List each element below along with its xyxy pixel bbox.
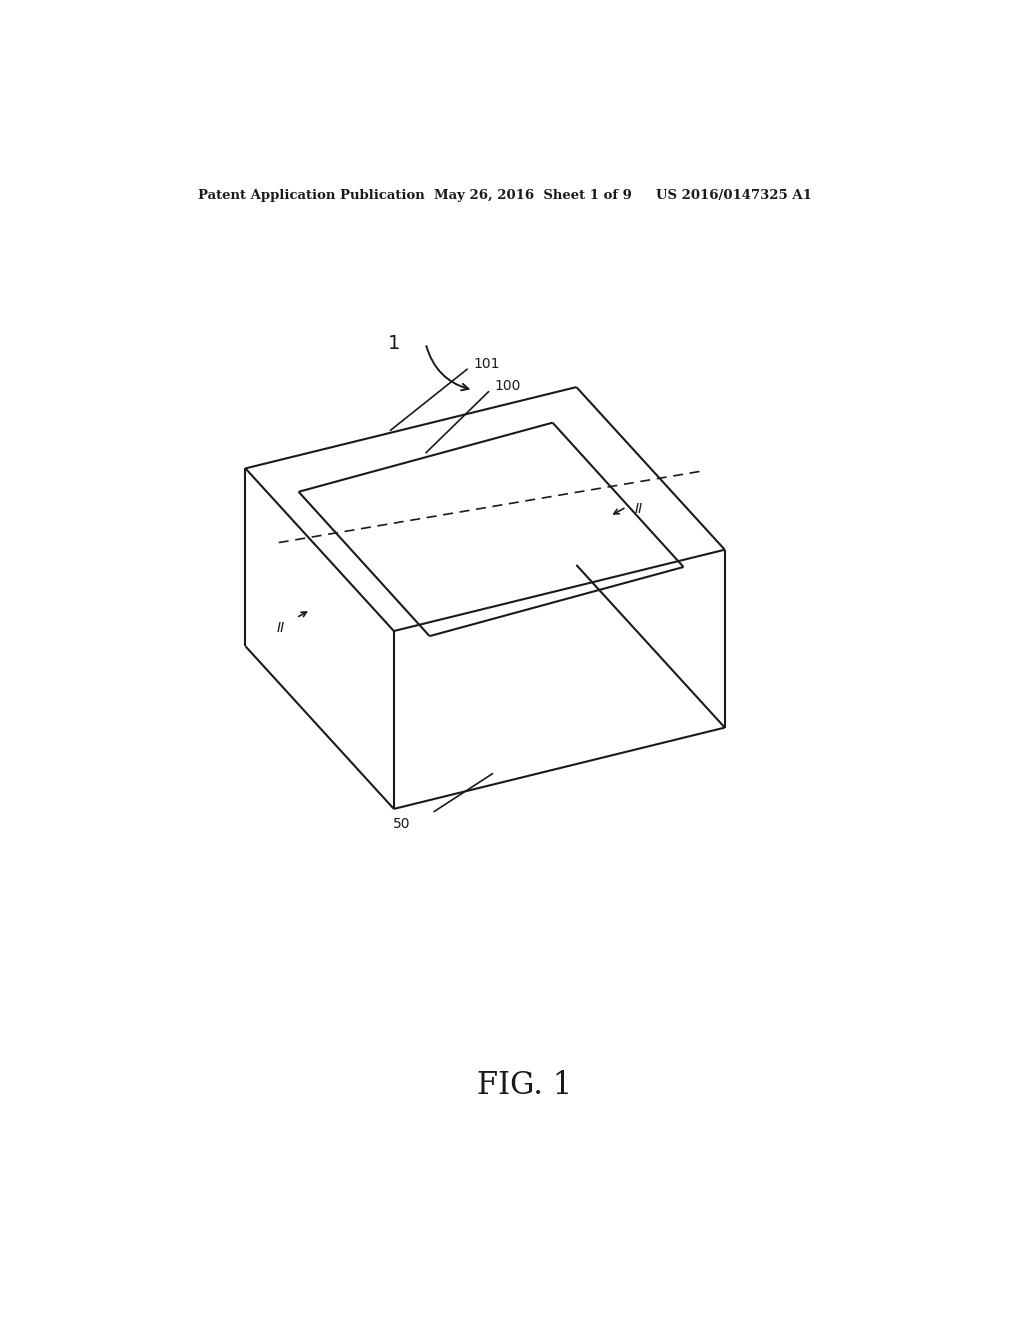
Text: Patent Application Publication: Patent Application Publication: [198, 189, 425, 202]
Text: 101: 101: [473, 356, 500, 371]
Text: FIG. 1: FIG. 1: [477, 1069, 572, 1101]
Text: 50: 50: [393, 817, 411, 832]
Text: 1: 1: [388, 334, 400, 352]
Text: II: II: [634, 502, 643, 516]
Text: May 26, 2016  Sheet 1 of 9: May 26, 2016 Sheet 1 of 9: [433, 189, 632, 202]
Text: 100: 100: [495, 379, 521, 393]
Text: II: II: [276, 620, 285, 635]
Text: US 2016/0147325 A1: US 2016/0147325 A1: [655, 189, 812, 202]
